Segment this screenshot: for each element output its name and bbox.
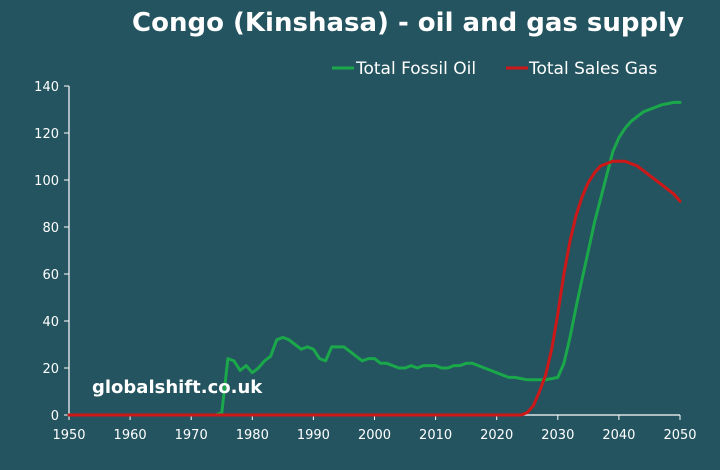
y-tick-label: 60 [42,268,59,283]
x-tick-label: 2010 [419,428,452,443]
x-tick-label: 1960 [114,428,147,443]
x-tick-label: 2050 [663,428,696,443]
y-tick-label: 120 [34,127,59,142]
chart-title: Congo (Kinshasa) - oil and gas supply [132,8,684,38]
series-line-total-fossil-oil [67,100,682,417]
y-tick-label: 40 [42,315,59,330]
y-tick-label: 140 [34,80,59,95]
x-tick-label: 1970 [175,428,208,443]
legend-label: Total Sales Gas [528,59,657,79]
x-tick-label: 1980 [236,428,269,443]
watermark-text: globalshift.co.uk [92,377,263,398]
x-tick-label: 1950 [52,428,85,443]
y-tick-label: 80 [42,221,59,236]
y-tick-label: 100 [34,174,59,189]
x-tick-label: 2040 [602,428,635,443]
x-tick-label: 2000 [358,428,391,443]
series-line-total-sales-gas [67,159,682,417]
legend-label: Total Fossil Oil [355,59,476,79]
y-tick-label: 0 [51,409,59,424]
x-tick-label: 1990 [297,428,330,443]
x-tick-label: 2030 [541,428,574,443]
y-tick-label: 20 [42,362,59,377]
x-tick-label: 2020 [480,428,513,443]
